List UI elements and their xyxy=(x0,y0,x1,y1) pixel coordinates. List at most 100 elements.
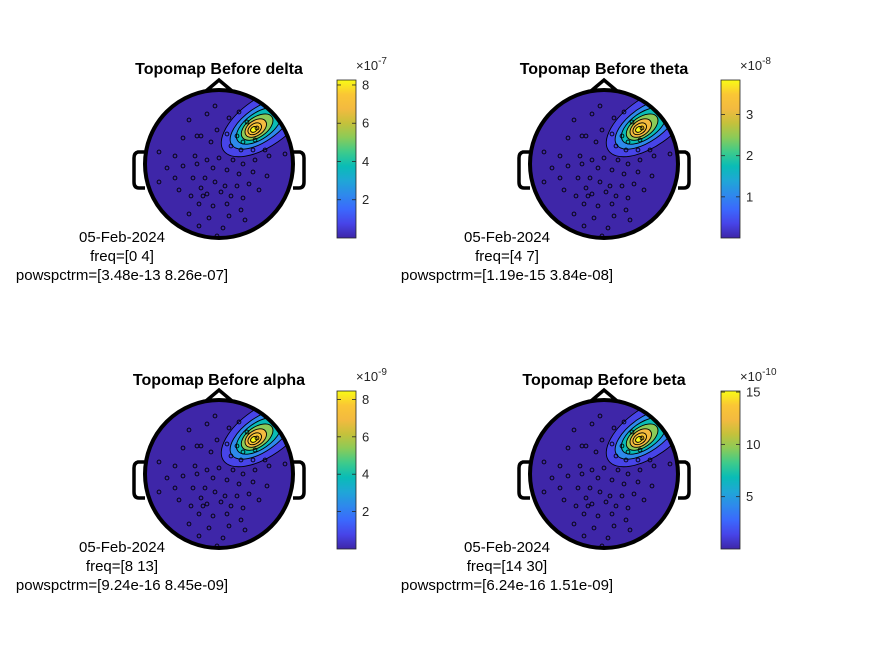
electrode-marker xyxy=(591,525,597,531)
electrode-marker xyxy=(234,133,240,139)
electrode-marker xyxy=(589,191,595,197)
electrode-marker xyxy=(561,187,567,193)
electrode-marker xyxy=(180,135,186,141)
electrode-marker xyxy=(236,481,242,487)
left-ear-outline xyxy=(517,460,530,500)
power-hotspot xyxy=(605,90,678,158)
electrode-marker xyxy=(611,425,617,431)
electrode-marker xyxy=(581,223,587,229)
electrode-marker xyxy=(611,523,617,529)
head-outline xyxy=(143,398,295,550)
electrode-marker xyxy=(629,119,635,125)
colorbar-tick-label: 2 xyxy=(362,504,369,519)
electrode-marker xyxy=(615,157,621,163)
electrode-marker xyxy=(603,189,609,195)
electrode-marker xyxy=(234,493,240,499)
electrode-marker xyxy=(240,449,246,455)
electrode-marker xyxy=(224,201,230,207)
electrode-marker xyxy=(609,131,615,137)
electrode-marker xyxy=(649,173,655,179)
electrode-marker xyxy=(635,479,641,485)
electrode-layer xyxy=(156,413,288,549)
colorbar-gradient xyxy=(720,79,741,239)
electrode-marker xyxy=(164,475,170,481)
electrode-marker xyxy=(228,143,234,149)
electrode-marker xyxy=(597,413,603,419)
topomap-panel-alpha: Topomap Before alpha ×10-9 2 4 6 8 05-Feb-2… xyxy=(16,367,388,594)
electrode-marker xyxy=(208,139,214,145)
electrode-marker xyxy=(579,161,585,167)
electrode-marker xyxy=(631,491,637,497)
electrode-marker xyxy=(599,437,605,443)
electrode-marker xyxy=(601,465,607,471)
electrode-marker xyxy=(250,147,256,153)
electrode-marker xyxy=(565,135,571,141)
colorbar-tick-label: 2 xyxy=(362,192,369,207)
electrode-marker xyxy=(244,429,250,435)
electrode-marker xyxy=(637,137,643,143)
electrode-marker xyxy=(585,503,591,509)
electrode-marker xyxy=(240,195,246,201)
electrode-marker xyxy=(637,447,643,453)
electrode-marker xyxy=(228,453,234,459)
electrode-marker xyxy=(230,157,236,163)
electrode-marker xyxy=(597,179,603,185)
electrode-marker xyxy=(631,181,637,187)
electrode-marker xyxy=(188,193,194,199)
electrode-marker xyxy=(226,425,232,431)
electrode-marker xyxy=(605,535,611,541)
scalp-map xyxy=(517,77,691,240)
electrode-marker xyxy=(595,203,601,209)
electrode-marker xyxy=(222,493,228,499)
electrode-marker xyxy=(625,505,631,511)
electrode-marker xyxy=(583,185,589,191)
freq-label: freq=[8 13] xyxy=(86,558,158,575)
electrode-marker xyxy=(613,503,619,509)
electrode-marker xyxy=(188,503,194,509)
panel-title: Topomap Before theta xyxy=(520,61,689,78)
electrode-marker xyxy=(609,167,615,173)
electrode-marker xyxy=(613,193,619,199)
colorbar-gradient xyxy=(336,79,357,239)
power-range-label: powspctrm=[3.48e-13 8.26e-07] xyxy=(16,267,228,284)
electrode-marker xyxy=(240,471,246,477)
electrode-marker xyxy=(589,111,595,117)
colorbar-multiplier: ×10-8 xyxy=(740,56,771,73)
electrode-marker xyxy=(240,139,246,145)
electrode-marker xyxy=(224,477,230,483)
electrode-layer xyxy=(541,413,673,549)
electrode-marker xyxy=(186,211,192,217)
electrode-marker xyxy=(577,463,583,469)
electrode-marker xyxy=(607,183,613,189)
electrode-marker xyxy=(180,473,186,479)
electrode-marker xyxy=(156,149,162,155)
electrode-marker xyxy=(609,477,615,483)
electrode-marker xyxy=(541,179,547,185)
colorbar: ×10-8 1 2 3 xyxy=(720,56,771,239)
electrode-marker xyxy=(172,175,178,181)
head-outline xyxy=(143,88,295,240)
electrode-marker xyxy=(264,173,270,179)
electrode-marker xyxy=(204,421,210,427)
electrode-marker xyxy=(613,453,619,459)
electrode-marker xyxy=(252,157,258,163)
electrode-marker xyxy=(220,225,226,231)
electrode-marker xyxy=(200,503,206,509)
electrode-marker xyxy=(204,111,210,117)
left-ear-outline xyxy=(132,460,145,500)
electrode-marker xyxy=(192,463,198,469)
colorbar-multiplier: ×10-7 xyxy=(356,56,387,73)
electrode-marker xyxy=(595,475,601,481)
electrode-marker xyxy=(252,447,258,453)
electrode-marker xyxy=(549,475,555,481)
colorbar-tick-label: 8 xyxy=(362,77,369,92)
electrode-marker xyxy=(601,155,607,161)
electrode-marker xyxy=(609,441,615,447)
electrode-marker xyxy=(216,465,222,471)
electrode-marker xyxy=(611,115,617,121)
electrode-marker xyxy=(226,115,232,121)
colorbar-tick-label: 15 xyxy=(746,385,760,400)
electrode-marker xyxy=(581,201,587,207)
electrode-marker xyxy=(605,225,611,231)
freq-label: freq=[4 7] xyxy=(475,248,539,265)
